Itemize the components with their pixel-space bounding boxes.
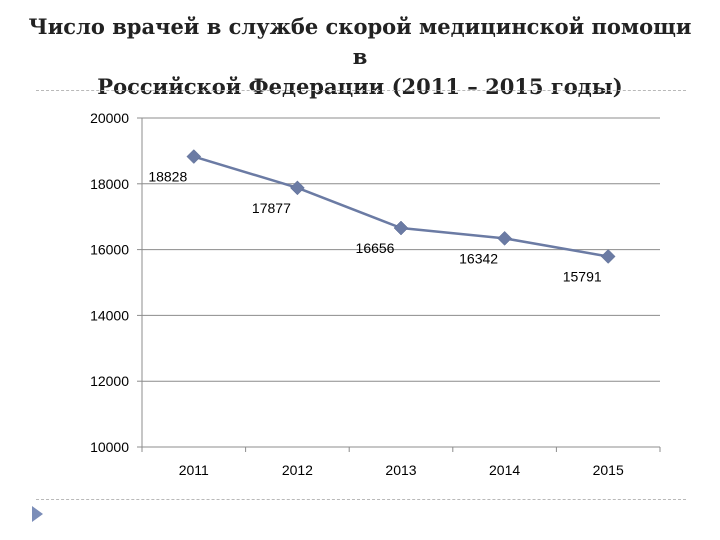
data-label: 16656 [356,240,395,256]
x-tick-label: 2014 [489,462,520,478]
series-markers [186,149,616,264]
data-point-marker [393,220,409,236]
y-tick-label: 14000 [90,307,129,323]
y-tick-label: 20000 [90,110,129,126]
data-label: 15791 [563,268,602,284]
y-tick-label: 16000 [90,242,129,258]
data-label: 17877 [252,200,291,216]
x-tick-label: 2011 [179,462,209,478]
data-point-marker [290,180,305,196]
top-divider [36,90,686,91]
title-line-1: Число врачей в службе скорой медицинской… [28,14,692,69]
axes [137,117,661,452]
x-tick-label: 2012 [282,462,313,478]
y-tick-label: 10000 [90,439,129,455]
y-tick-labels: 10000 12000 14000 16000 18000 20000 [90,110,129,455]
bottom-divider [36,499,686,500]
title-line-2: Российской Федерации (2011 – 2015 годы) [97,74,623,99]
x-tick-label: 2013 [385,462,416,478]
slide-title: Число врачей в службе скорой медицинской… [20,12,700,102]
data-label: 18828 [148,169,187,185]
y-tick-label: 12000 [90,373,129,389]
gridlines [142,117,660,382]
data-labels: 18828 17877 16656 16342 15791 [148,169,602,285]
x-tick-label: 2015 [593,462,624,478]
data-point-marker [497,230,512,246]
data-label: 16342 [459,250,498,266]
data-point-marker [600,249,616,264]
slide-bullet-icon [32,506,43,522]
y-tick-label: 18000 [90,176,129,192]
x-tick-labels: 2011 2012 2013 2014 2015 [179,462,624,478]
data-point-marker [186,149,202,164]
